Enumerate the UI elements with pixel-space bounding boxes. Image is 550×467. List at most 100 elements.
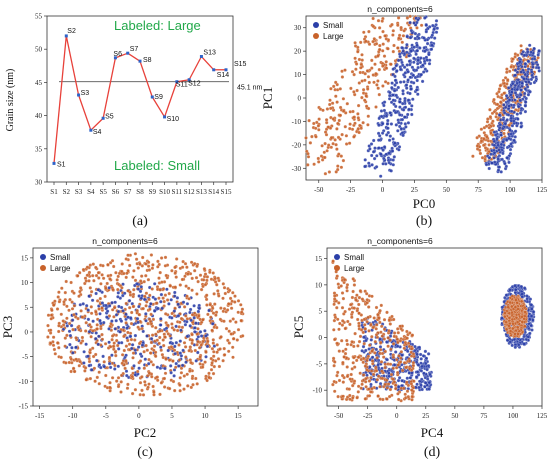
scatter-point-large: [332, 328, 336, 332]
scatter-point-large: [52, 347, 57, 352]
scatter-point-small: [185, 302, 190, 306]
scatter-point-small: [417, 36, 421, 41]
scatter-point-large: [104, 286, 108, 290]
scatter-point-small: [385, 122, 390, 126]
scatter-point-small: [487, 155, 492, 160]
scatter-point-small: [524, 337, 529, 342]
scatter-point-large: [328, 98, 332, 102]
scatter-point-small: [74, 345, 78, 349]
scatter-point-large: [410, 333, 415, 337]
scatter-point-large: [92, 279, 96, 283]
scatter-point-large: [63, 336, 68, 340]
scatter-point-large: [106, 274, 110, 278]
scatter-point-large: [359, 40, 363, 45]
scatter-point-large: [326, 125, 330, 129]
scatter-point-large: [182, 387, 186, 391]
scatter-point-small: [167, 302, 171, 306]
scatter-point-small: [172, 374, 176, 378]
scatter-point-large: [355, 293, 359, 297]
scatter-point-large: [380, 376, 385, 381]
scatter-point-large: [471, 154, 475, 158]
scatter-point-large: [479, 139, 484, 143]
x-tick-label: 100: [505, 186, 516, 194]
scatter-point-small: [412, 68, 416, 72]
scatter-point-small: [381, 121, 385, 126]
scatter-point-large: [353, 331, 357, 336]
x-tick-label: S15: [221, 188, 232, 196]
scatter-point-large: [329, 106, 333, 111]
scatter-point-large: [510, 317, 515, 322]
scatter-point-large: [155, 338, 159, 342]
scatter-point-small: [388, 134, 392, 138]
panel-b-caption: (b): [416, 214, 433, 229]
scatter-point-large: [196, 279, 200, 284]
scatter-point-large: [329, 86, 333, 91]
scatter-point-large: [365, 69, 370, 73]
scatter-point-small: [70, 346, 74, 350]
panel-d-title: n_components=6: [367, 236, 433, 246]
scatter-point-small: [410, 112, 414, 117]
scatter-point-large: [195, 332, 199, 336]
scatter-point-large: [495, 91, 499, 96]
scatter-point-small: [415, 43, 419, 48]
scatter-point-large: [148, 293, 152, 298]
scatter-point-large: [133, 338, 137, 342]
scatter-point-small: [170, 316, 174, 320]
scatter-point-large: [306, 163, 310, 167]
x-tick-label: S11: [172, 188, 183, 196]
scatter-point-small: [520, 81, 524, 85]
scatter-point-small: [107, 340, 111, 344]
scatter-point-small: [374, 165, 379, 169]
scatter-point-large: [80, 335, 85, 340]
scatter-point-large: [364, 94, 368, 98]
scatter-point-small: [405, 376, 409, 380]
scatter-point-small: [528, 331, 532, 336]
scatter-point-small: [397, 376, 402, 380]
scatter-point-large: [209, 356, 213, 361]
scatter-point-large: [484, 124, 489, 128]
scatter-point-large: [87, 323, 92, 327]
scatter-point-large: [196, 327, 200, 331]
scatter-point-small: [509, 142, 513, 146]
scatter-point-small: [403, 71, 407, 75]
scatter-point-large: [78, 289, 82, 294]
scatter-point-small: [532, 57, 537, 61]
panel-d-xlabel: PC4: [421, 425, 444, 440]
scatter-point-large: [371, 325, 375, 330]
scatter-point-small: [409, 49, 413, 53]
scatter-point-small: [504, 293, 509, 297]
scatter-point-large: [211, 354, 216, 358]
scatter-point-large: [156, 265, 160, 269]
scatter-point-small: [510, 109, 514, 114]
scatter-point-large: [126, 382, 130, 387]
scatter-point-large: [310, 134, 314, 139]
scatter-point-large: [182, 305, 187, 309]
scatter-point-small: [410, 104, 414, 108]
scatter-point-large: [412, 379, 416, 383]
scatter-point-large: [324, 132, 329, 137]
scatter-point-small: [537, 69, 541, 73]
scatter-point-large: [341, 158, 346, 163]
scatter-point-large: [88, 286, 93, 290]
scatter-point-large: [46, 323, 50, 328]
scatter-point-large: [503, 84, 507, 88]
scatter-point-small: [379, 174, 383, 178]
scatter-point-large: [511, 326, 515, 331]
scatter-point-large: [106, 263, 110, 267]
scatter-point-large: [100, 306, 104, 310]
scatter-point-large: [216, 357, 221, 361]
scatter-point-large: [110, 308, 115, 312]
scatter-point-large: [375, 378, 380, 382]
y-tick-label: -15: [19, 403, 29, 411]
scatter-point-small: [395, 344, 400, 348]
scatter-point-large: [89, 290, 94, 294]
scatter-point-small: [121, 309, 125, 313]
scatter-point-large: [486, 117, 490, 121]
scatter-point-large: [125, 386, 130, 390]
scatter-point-large: [197, 314, 201, 318]
scatter-point-large: [356, 344, 360, 348]
scatter-point-small: [381, 148, 385, 152]
scatter-point-small: [124, 369, 129, 373]
scatter-point-large: [230, 345, 235, 349]
